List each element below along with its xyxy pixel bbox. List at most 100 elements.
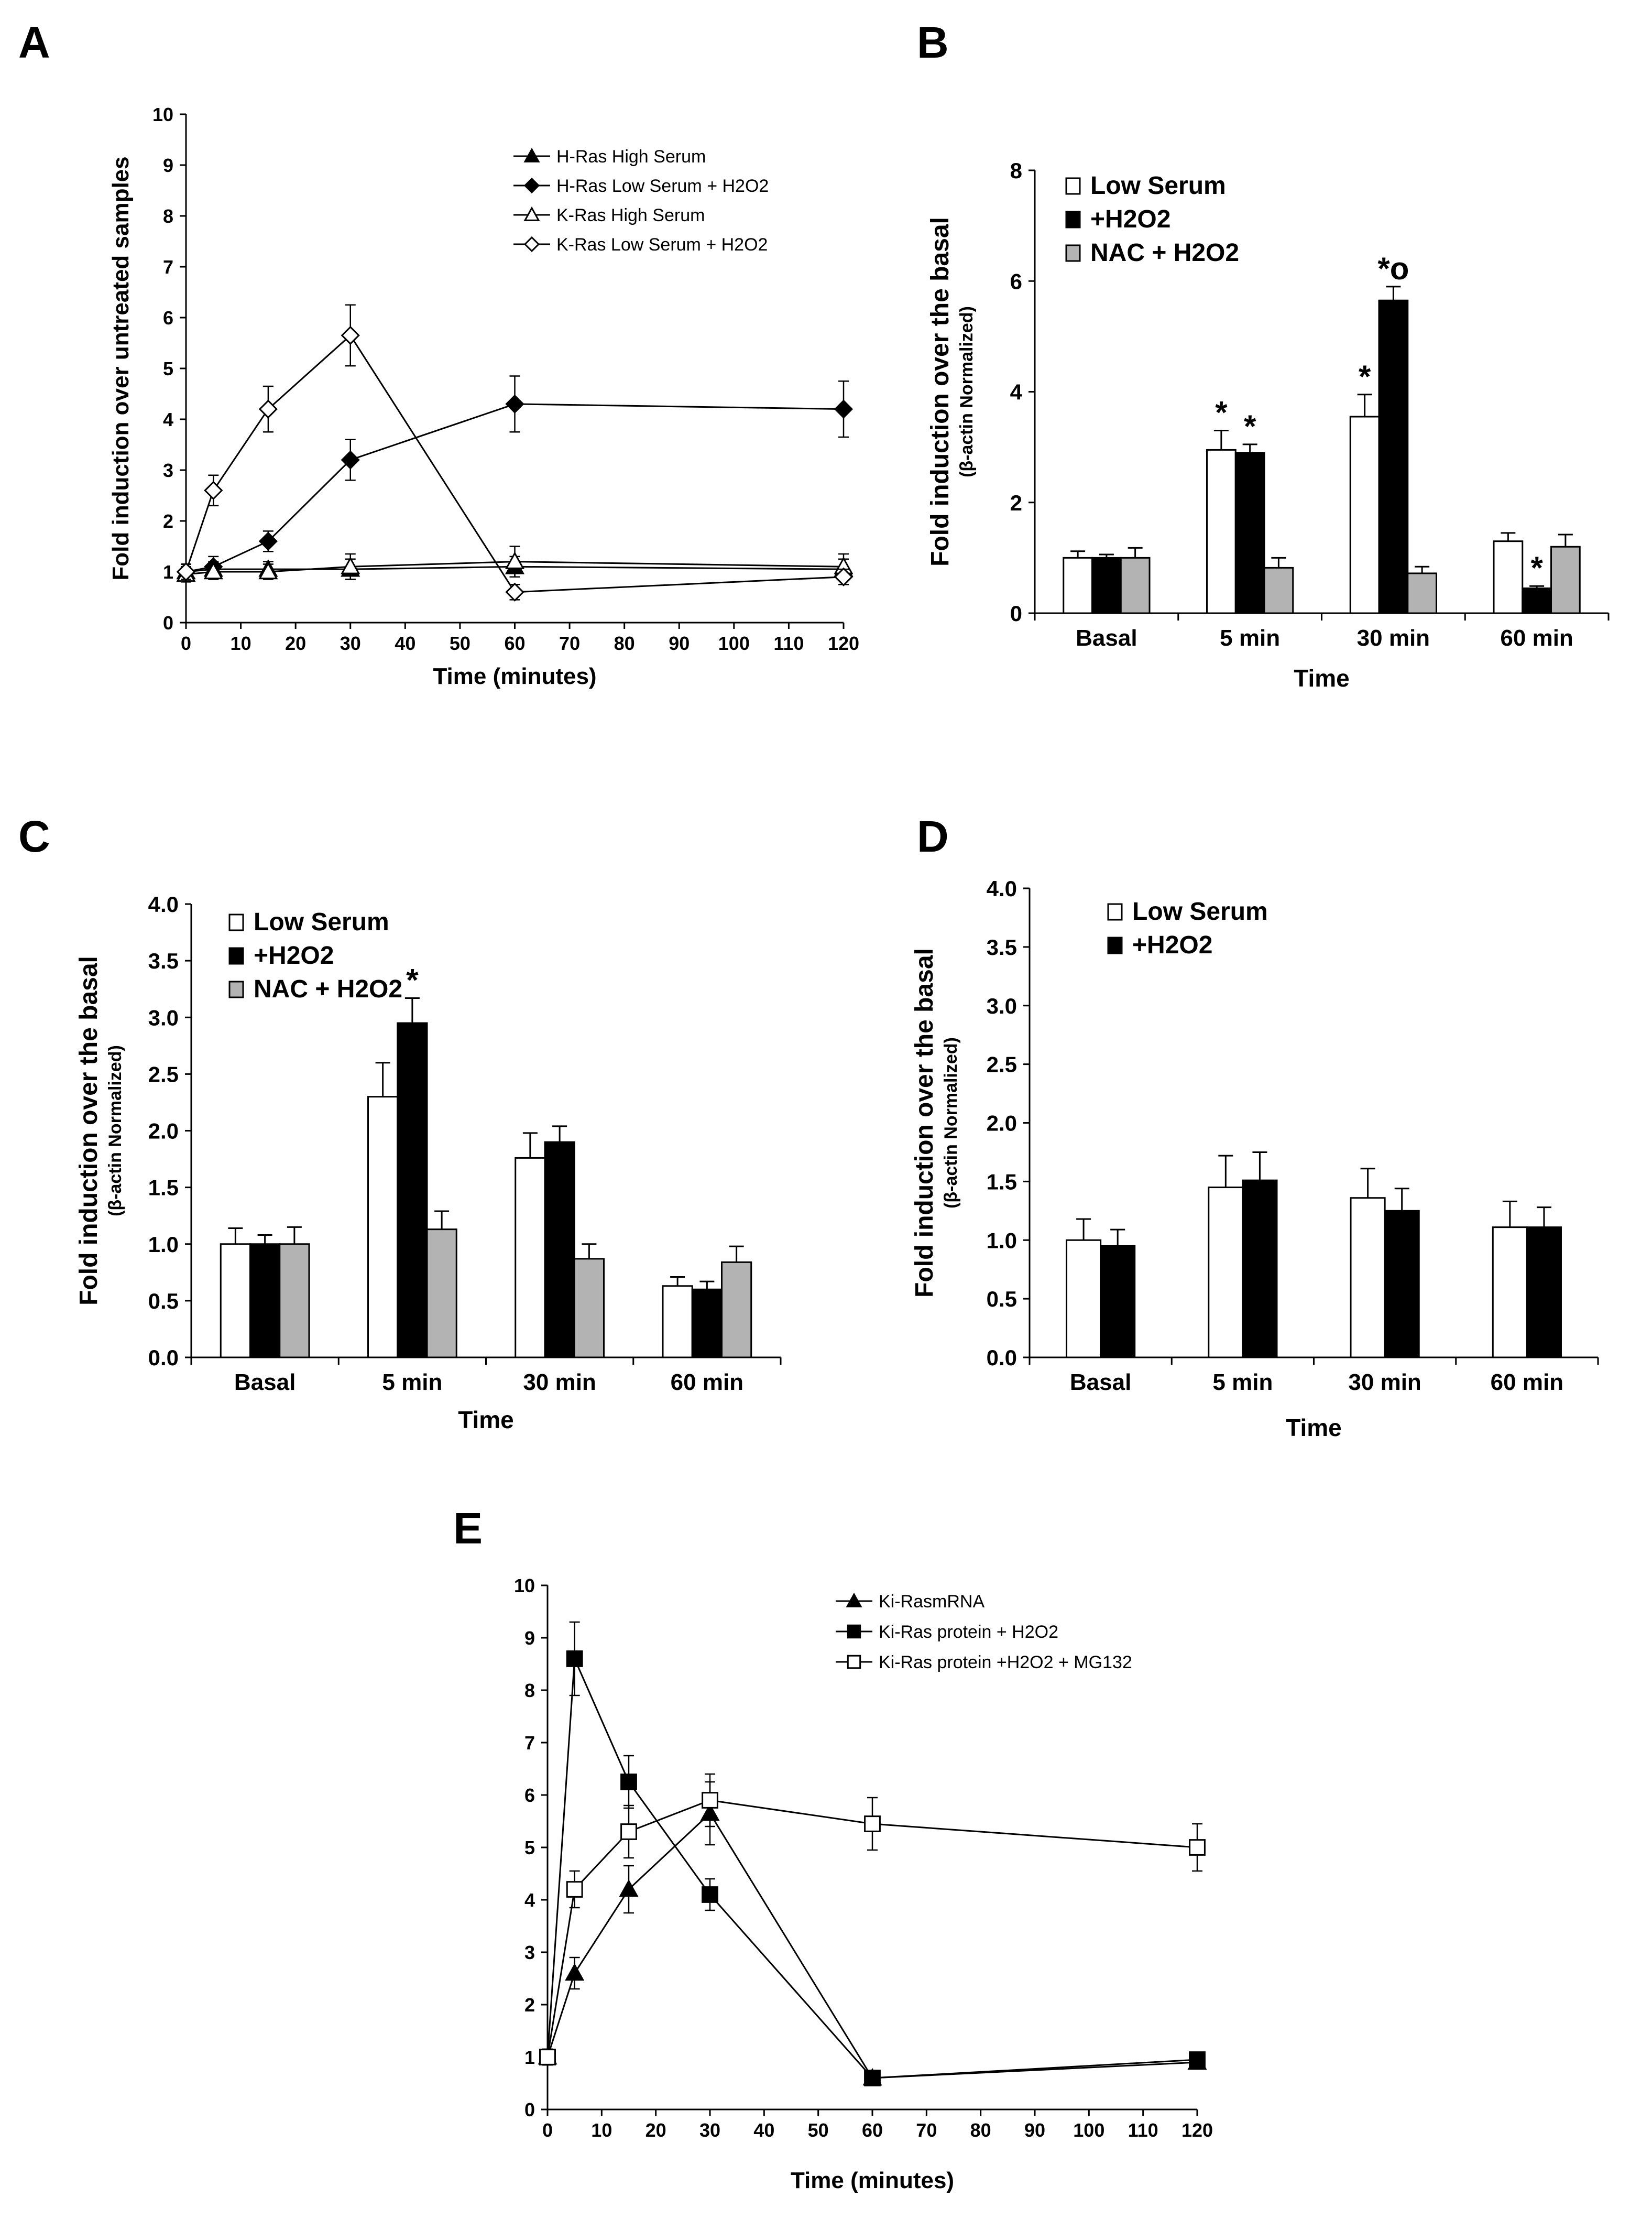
y-tick-label: 1 (524, 2047, 535, 2068)
legend-label: Ki-RasmRNA (879, 1592, 984, 1612)
bar (367, 1096, 399, 1358)
legend-swatch (1065, 244, 1081, 262)
legend-label: K-Ras Low Serum + H2O2 (556, 235, 768, 255)
x-tick-label: 110 (773, 633, 804, 654)
series-2 (176, 546, 854, 583)
x-category-label: 60 min (1500, 625, 1573, 651)
bar (691, 1288, 723, 1358)
x-category-label: Basal (1070, 1369, 1131, 1395)
x-category-label: 60 min (1491, 1369, 1563, 1395)
panel-b-bar-chart: B 0 2 4 6 8 Basal 5 min * * 30 min * *o 60 min * Time Fo… (917, 18, 1610, 692)
x-tick-label: 70 (916, 2119, 937, 2141)
x-tick-label: 10 (591, 2119, 612, 2141)
y-tick-label: 10 (152, 104, 173, 125)
bar (1526, 1226, 1562, 1358)
bar (662, 1285, 693, 1358)
legend-swatch (228, 913, 244, 931)
legend-marker (523, 236, 540, 253)
y-tick-label: 1.5 (148, 1176, 179, 1200)
y-tick-label: 1.0 (987, 1228, 1017, 1253)
x-tick-label: 110 (1128, 2119, 1158, 2141)
data-point (203, 561, 223, 580)
y-tick-label: 7 (163, 256, 173, 278)
legend-swatch (1065, 177, 1081, 195)
data-point (566, 1881, 583, 1898)
bar (515, 1157, 546, 1358)
legend-label: Ki-Ras protein + H2O2 (879, 1622, 1058, 1642)
x-axis-title: Time (1294, 665, 1350, 692)
y-tick-label: 5 (524, 1837, 535, 1858)
legend-label: +H2O2 (1132, 931, 1212, 959)
bar (1208, 1187, 1244, 1358)
panel-label: A (18, 18, 50, 67)
bar (1384, 1210, 1420, 1358)
bar (721, 1261, 752, 1358)
x-tick-label: 60 (504, 633, 525, 654)
y-tick-label: 4.0 (987, 876, 1017, 901)
x-tick-label: 80 (970, 2119, 991, 2141)
x-category-label: 30 min (1348, 1369, 1421, 1395)
legend-label: Low Serum (1132, 898, 1268, 926)
panel-e-line-chart: E 0 10 20 30 40 50 60 70 80 90 100 110 120 0 1 2 3 4 5 6 7 8 9 1… (453, 1504, 1213, 2193)
x-axis-title: Time (minutes) (433, 663, 596, 689)
data-point (620, 1823, 637, 1840)
x-tick-label: 10 (231, 633, 251, 654)
legend-swatch (1065, 211, 1081, 229)
legend-label: Ki-Ras protein +H2O2 + MG132 (879, 1652, 1132, 1672)
data-point (258, 531, 278, 551)
bar (1522, 587, 1552, 614)
legend-label: Low Serum (254, 908, 389, 936)
bar (1350, 1197, 1386, 1358)
y-tick-label: 1 (163, 561, 173, 583)
bar (1378, 299, 1409, 614)
legend-label: H-Ras High Serum (556, 147, 706, 167)
data-point (864, 2070, 881, 2086)
bar (1492, 1226, 1528, 1358)
x-axis-title: Time (1286, 1414, 1342, 1441)
panel-label: D (917, 812, 949, 861)
data-point (834, 567, 854, 586)
legend-label: K-Ras High Serum (556, 205, 705, 225)
x-tick-label: 40 (753, 2119, 774, 2141)
y-tick-label: 3.5 (148, 949, 179, 973)
data-point (566, 1650, 583, 1667)
legend-marker (847, 1655, 861, 1669)
bar (220, 1243, 251, 1358)
y-tick-label: 9 (163, 155, 173, 176)
data-point (505, 551, 525, 569)
data-point (341, 325, 360, 345)
bar (1066, 1239, 1102, 1358)
data-point (864, 1815, 881, 1832)
y-axis-subtitle: (β-actin Normalized) (941, 1037, 961, 1209)
series-line (185, 334, 844, 593)
bar (249, 1243, 281, 1358)
y-axis-subtitle: (β-actin Normalized) (105, 1045, 125, 1216)
y-axis-subtitle: (β-actin Normalized) (957, 306, 977, 477)
significance-mark: *o (1377, 251, 1409, 286)
bar (279, 1243, 310, 1358)
y-tick-label: 2 (1010, 491, 1022, 515)
data-point (702, 1886, 718, 1903)
panel-label: E (453, 1504, 483, 1553)
legend-marker (846, 1592, 862, 1607)
y-tick-label: 0.5 (987, 1287, 1017, 1311)
x-tick-label: 90 (1024, 2119, 1045, 2141)
x-tick-label: 0 (181, 633, 191, 654)
bar (1493, 540, 1524, 614)
series-line (546, 1658, 1198, 2079)
x-category-label: 30 min (1357, 625, 1430, 651)
bar (1100, 1245, 1136, 1358)
bar (1550, 546, 1581, 614)
significance-mark: * (1359, 359, 1371, 394)
y-tick-label: 0.5 (148, 1289, 179, 1313)
x-tick-label: 70 (559, 633, 580, 654)
legend-label: +H2O2 (254, 942, 334, 970)
y-tick-label: 3.5 (987, 935, 1017, 960)
data-point (204, 481, 223, 500)
y-tick-label: 2.0 (148, 1119, 179, 1144)
data-point (1189, 1839, 1206, 1856)
y-tick-label: 2 (524, 1994, 535, 2016)
x-tick-label: 40 (395, 633, 415, 654)
y-tick-label: 10 (514, 1575, 535, 1596)
